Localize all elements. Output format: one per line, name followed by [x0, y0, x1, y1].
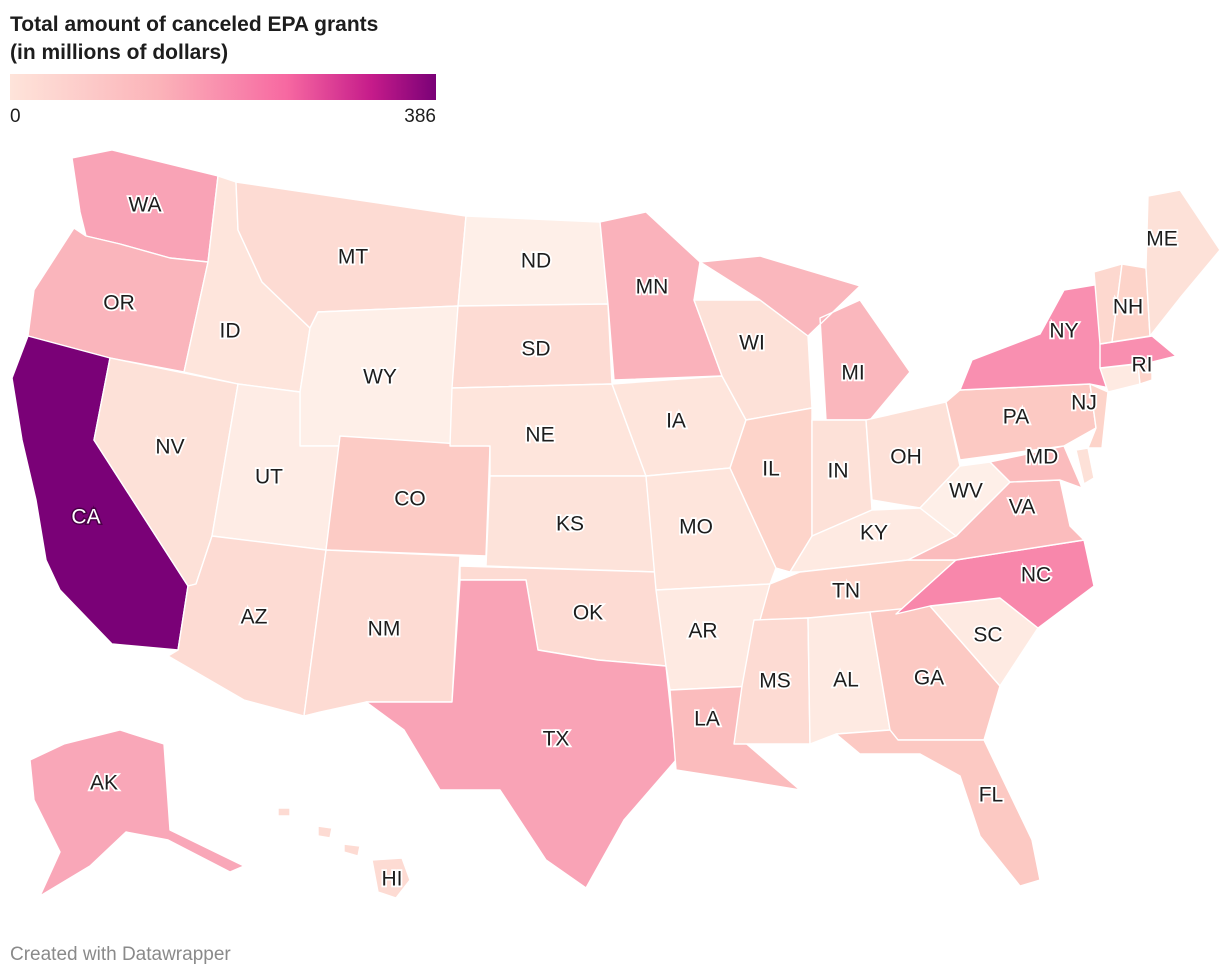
label-ri: RI: [1132, 354, 1153, 377]
label-ks: KS: [556, 513, 584, 536]
label-az: AZ: [241, 606, 268, 629]
label-ky: KY: [860, 522, 888, 545]
state-ms[interactable]: [733, 617, 811, 745]
state-nj[interactable]: [1087, 383, 1109, 449]
chart-title-line-1: Total amount of canceled EPA grants: [10, 13, 379, 36]
label-il: IL: [762, 458, 780, 481]
legend-labels: 0 386: [10, 100, 436, 127]
label-oh: OH: [890, 446, 922, 469]
label-ut: UT: [255, 466, 283, 489]
label-mo: MO: [679, 516, 713, 539]
label-wa: WA: [128, 194, 161, 217]
label-sc: SC: [973, 624, 1002, 647]
label-mt: MT: [338, 246, 368, 269]
label-ia: IA: [666, 410, 686, 433]
state-fl[interactable]: [835, 729, 1041, 887]
label-nm: NM: [368, 618, 401, 641]
label-ak: AK: [90, 772, 118, 795]
label-la: LA: [694, 708, 720, 731]
legend-gradient-bar: [10, 74, 436, 100]
label-wi: WI: [739, 332, 765, 355]
label-id: ID: [220, 320, 241, 343]
color-legend: 0 386: [10, 74, 436, 127]
label-in: IN: [828, 460, 849, 483]
label-nh: NH: [1113, 296, 1143, 319]
label-nj: NJ: [1071, 392, 1097, 415]
label-mi: MI: [841, 362, 864, 385]
label-hi: HI: [382, 868, 403, 891]
label-ny: NY: [1049, 320, 1078, 343]
label-ms: MS: [759, 670, 791, 693]
label-nv: NV: [155, 436, 184, 459]
state-me[interactable]: [1145, 189, 1220, 337]
legend-max-label: 386: [404, 106, 436, 127]
label-wv: WV: [949, 480, 983, 503]
label-me: ME: [1146, 228, 1178, 251]
chart-title-line-2: (in millions of dollars): [10, 41, 229, 64]
state-ak[interactable]: [29, 729, 245, 897]
state-hi[interactable]: [277, 807, 411, 899]
state-de[interactable]: [1075, 447, 1095, 485]
label-wy: WY: [363, 366, 397, 389]
chart-title: Total amount of canceled EPA grants (in …: [10, 11, 610, 67]
datawrapper-credit: Created with Datawrapper: [10, 944, 231, 965]
label-ar: AR: [688, 620, 717, 643]
label-md: MD: [1026, 446, 1059, 469]
label-pa: PA: [1003, 406, 1029, 429]
state-mi[interactable]: [699, 255, 911, 421]
label-tx: TX: [543, 728, 570, 751]
label-or: OR: [103, 292, 135, 315]
legend-min-label: 0: [10, 106, 21, 127]
label-ok: OK: [573, 602, 603, 625]
label-sd: SD: [521, 338, 550, 361]
label-fl: FL: [979, 784, 1004, 807]
label-va: VA: [1009, 496, 1035, 519]
label-mn: MN: [636, 276, 669, 299]
label-tn: TN: [832, 580, 860, 603]
state-md[interactable]: [989, 445, 1083, 489]
label-nd: ND: [521, 250, 551, 273]
label-al: AL: [833, 669, 859, 692]
label-ne: NE: [525, 424, 554, 447]
label-ca: CA: [71, 506, 100, 529]
label-co: CO: [394, 488, 426, 511]
label-nc: NC: [1021, 564, 1051, 587]
label-ga: GA: [914, 667, 944, 690]
state-tx[interactable]: [365, 579, 677, 889]
